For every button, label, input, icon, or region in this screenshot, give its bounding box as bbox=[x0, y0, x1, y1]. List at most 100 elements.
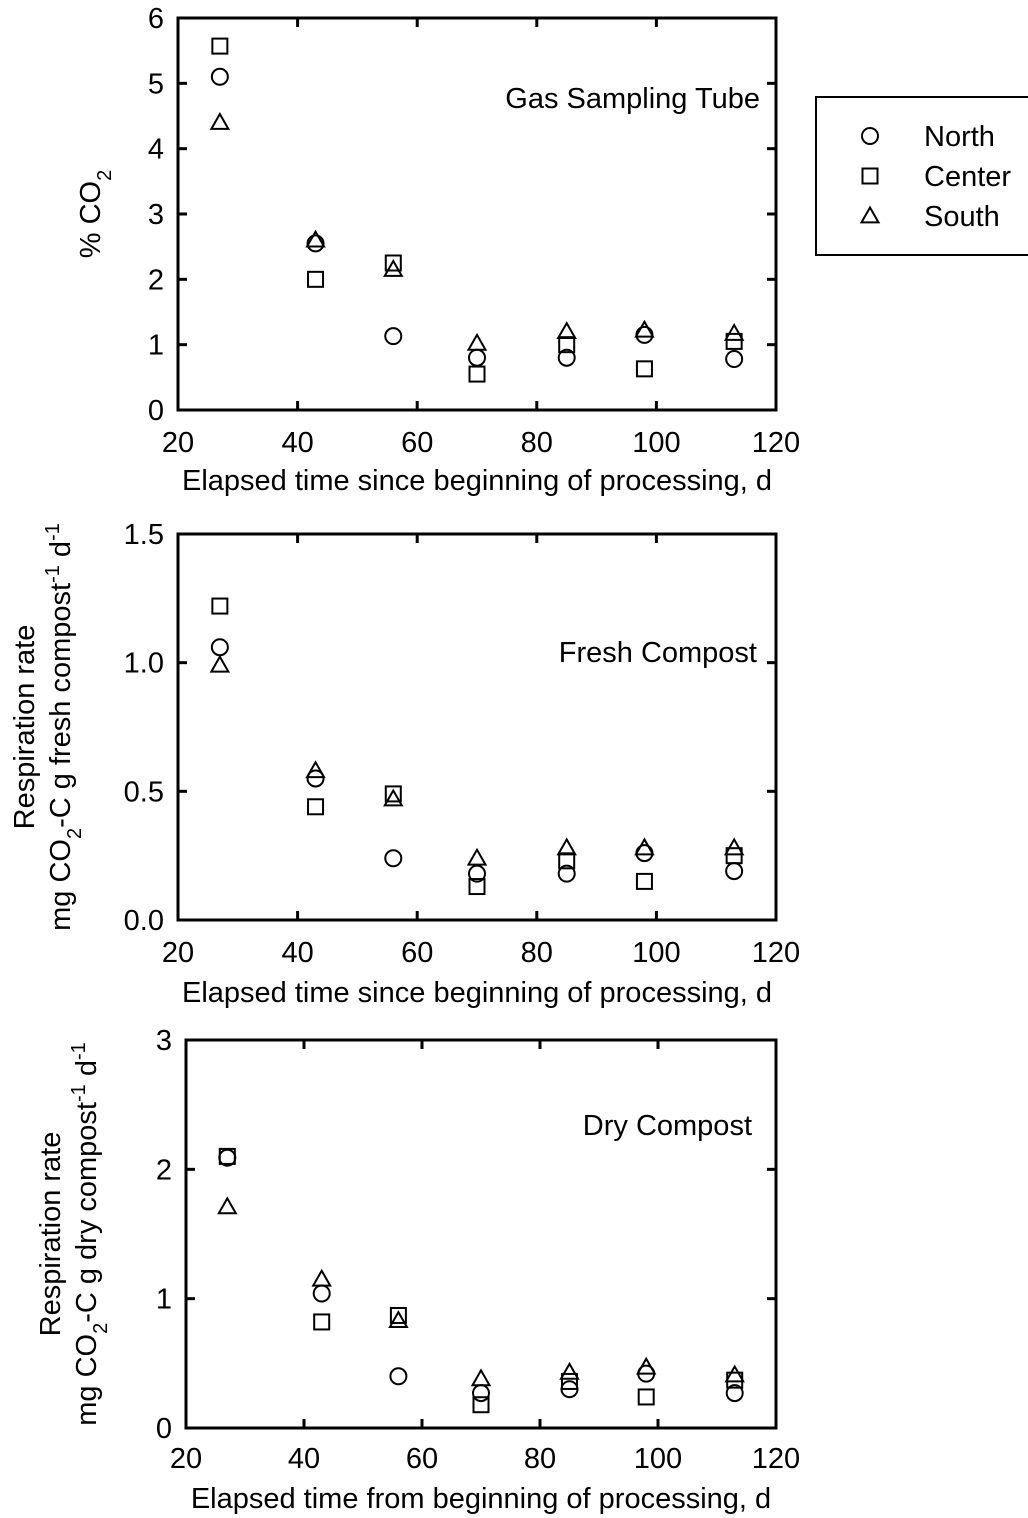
legend: North Center South bbox=[815, 96, 1028, 256]
data-point-center bbox=[384, 785, 402, 803]
y-tick-label: 0 bbox=[148, 395, 164, 427]
data-point-south bbox=[635, 1356, 657, 1375]
legend-box bbox=[815, 96, 1028, 256]
chart-panel-2: 20 40 60 80 100 120 0.0 0.5 1.0 1.5 Elapsed time s… bbox=[9, 519, 800, 1009]
data-point-south bbox=[723, 837, 745, 856]
data-point-south bbox=[556, 321, 577, 339]
y-axis-label-line1: Respiration rate bbox=[35, 1132, 67, 1337]
x-tick-label: 80 bbox=[521, 937, 553, 969]
panel-title: Dry Compost bbox=[583, 1110, 752, 1142]
data-point-south bbox=[634, 837, 655, 856]
y-tick-label: 1.0 bbox=[124, 648, 164, 680]
data-point-north bbox=[210, 638, 229, 657]
data-point-center bbox=[468, 365, 486, 383]
data-point-north bbox=[725, 862, 744, 881]
data-point-north bbox=[384, 849, 403, 868]
chart-panel-1: 20 40 60 80 100 120 0 1 2 3 4 5 6 Elapsed time since … bbox=[75, 3, 800, 497]
series-north bbox=[210, 67, 744, 369]
data-point-north bbox=[306, 769, 325, 788]
data-point-south bbox=[388, 1310, 409, 1329]
data-point-south bbox=[209, 112, 231, 130]
legend-marker-north bbox=[861, 127, 879, 145]
y-tick-label: 1 bbox=[148, 330, 164, 362]
legend-label-center: Center bbox=[924, 161, 1011, 193]
data-point-south bbox=[723, 323, 745, 341]
y-tick-label: 3 bbox=[156, 1025, 172, 1057]
plot-frame bbox=[176, 532, 778, 922]
data-point-north bbox=[312, 1284, 331, 1303]
data-point-south bbox=[634, 319, 655, 338]
series-north bbox=[210, 638, 744, 883]
data-point-south bbox=[383, 259, 404, 277]
x-tick-label: 60 bbox=[401, 937, 433, 969]
data-point-south bbox=[209, 654, 231, 673]
series-center bbox=[211, 597, 743, 896]
data-point-center bbox=[637, 1388, 655, 1406]
y-tick-label: 6 bbox=[148, 3, 164, 35]
data-point-center bbox=[558, 852, 576, 870]
x-axis-label: Elapsed time from beginning of processin… bbox=[191, 1483, 771, 1515]
x-tick-label: 40 bbox=[288, 1443, 320, 1475]
data-point-north bbox=[725, 350, 744, 369]
data-point-south bbox=[559, 1361, 580, 1380]
y-axis-label: % CO2 bbox=[75, 170, 116, 258]
x-tick-label: 120 bbox=[752, 937, 800, 969]
y-tick-label: 0 bbox=[156, 1413, 172, 1445]
data-point-north bbox=[306, 234, 325, 253]
x-axis-label: Elapsed time since beginning of processi… bbox=[182, 977, 772, 1009]
data-point-north bbox=[468, 348, 486, 367]
data-point-south bbox=[305, 229, 326, 248]
x-tick-label: 20 bbox=[162, 937, 194, 969]
x-tick-label: 120 bbox=[752, 427, 800, 459]
y-tick-label: 0.5 bbox=[124, 776, 164, 808]
data-point-north bbox=[635, 325, 654, 344]
y-axis-label-line1: Respiration rate bbox=[9, 625, 41, 830]
data-point-north bbox=[557, 864, 576, 883]
series-south bbox=[209, 112, 745, 351]
data-point-center bbox=[307, 798, 325, 816]
data-point-south bbox=[217, 1196, 238, 1215]
legend-marker-south bbox=[859, 205, 881, 224]
data-point-north bbox=[472, 1384, 490, 1403]
data-point-center bbox=[635, 360, 653, 378]
series-center bbox=[218, 1147, 744, 1414]
x-tick-label: 80 bbox=[524, 1443, 556, 1475]
data-point-center bbox=[211, 37, 229, 55]
y-tick-label: 4 bbox=[148, 134, 164, 166]
x-axis-label: Elapsed time since beginning of processi… bbox=[182, 465, 772, 497]
data-point-south bbox=[724, 1364, 745, 1383]
chart-panel-3: 20 40 60 80 100 120 0 1 2 3 Elapsed time from begi… bbox=[35, 1025, 800, 1515]
data-point-south bbox=[470, 1368, 492, 1387]
data-point-north bbox=[210, 67, 229, 86]
data-point-south bbox=[383, 788, 404, 807]
legend-label-north: North bbox=[924, 121, 995, 153]
y-tick-label: 3 bbox=[148, 199, 164, 231]
legend-marker-center bbox=[861, 167, 879, 185]
data-point-center bbox=[561, 1372, 578, 1390]
data-point-center bbox=[307, 270, 325, 288]
y-tick-label: 1.5 bbox=[124, 519, 164, 551]
plot-frame bbox=[184, 1038, 778, 1430]
data-point-north bbox=[389, 1367, 408, 1386]
plot-frame bbox=[176, 16, 778, 412]
series-north bbox=[218, 1148, 744, 1403]
data-point-center bbox=[472, 1396, 490, 1414]
x-tick-label: 80 bbox=[521, 427, 553, 459]
x-tick-label: 100 bbox=[632, 937, 680, 969]
data-point-center bbox=[313, 1313, 331, 1331]
panel-title: Gas Sampling Tube bbox=[505, 83, 760, 115]
data-point-south bbox=[311, 1268, 332, 1287]
y-tick-label: 1 bbox=[156, 1284, 172, 1316]
x-tick-label: 40 bbox=[281, 937, 313, 969]
series-south bbox=[217, 1196, 745, 1387]
x-tick-label: 60 bbox=[401, 427, 433, 459]
data-point-center bbox=[635, 872, 653, 890]
x-tick-label: 120 bbox=[752, 1443, 800, 1475]
data-point-center bbox=[218, 1147, 236, 1165]
y-tick-label: 5 bbox=[148, 68, 164, 100]
legend-label-south: South bbox=[924, 201, 1000, 233]
data-point-south bbox=[466, 847, 488, 866]
data-point-center bbox=[725, 847, 743, 865]
data-point-center bbox=[384, 254, 402, 272]
data-point-center bbox=[468, 878, 486, 896]
